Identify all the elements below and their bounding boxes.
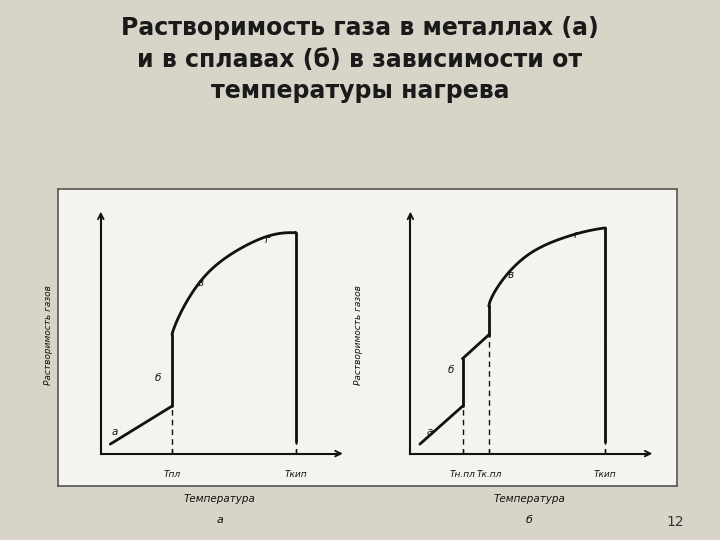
Text: а: а xyxy=(426,427,433,437)
Text: г: г xyxy=(574,230,580,240)
Text: Тпл: Тпл xyxy=(163,470,181,479)
Text: г: г xyxy=(264,235,270,245)
Text: а: а xyxy=(216,515,223,525)
Text: Тн.пл: Тн.пл xyxy=(450,470,476,479)
Text: в: в xyxy=(197,278,204,287)
Text: Ткип: Ткип xyxy=(594,470,616,479)
Text: в: в xyxy=(507,271,513,280)
Text: а: а xyxy=(112,427,118,437)
Text: Растворимость газов: Растворимость газов xyxy=(44,285,53,384)
Text: Тк.пл: Тк.пл xyxy=(476,470,502,479)
Text: Ткип: Ткип xyxy=(284,470,307,479)
Text: Температура: Температура xyxy=(493,494,565,504)
Text: 12: 12 xyxy=(667,515,684,529)
Text: б: б xyxy=(448,366,454,375)
Text: Температура: Температура xyxy=(184,494,256,504)
Text: Растворимость газа в металлах (а)
и в сплавах (б) в зависимости от
температуры н: Растворимость газа в металлах (а) и в сп… xyxy=(121,16,599,103)
Text: Растворимость газов: Растворимость газов xyxy=(354,285,363,384)
Text: б: б xyxy=(155,373,161,382)
Text: б: б xyxy=(526,515,533,525)
